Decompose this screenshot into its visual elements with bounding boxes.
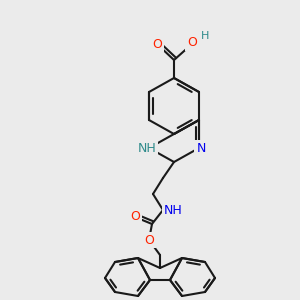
Text: O: O: [152, 38, 162, 50]
Text: O: O: [144, 233, 154, 247]
Text: O: O: [187, 37, 197, 50]
Text: NH: NH: [164, 203, 182, 217]
Text: O: O: [130, 211, 140, 224]
Text: NH: NH: [138, 142, 156, 154]
Text: N: N: [196, 142, 206, 154]
Text: H: H: [201, 31, 209, 41]
